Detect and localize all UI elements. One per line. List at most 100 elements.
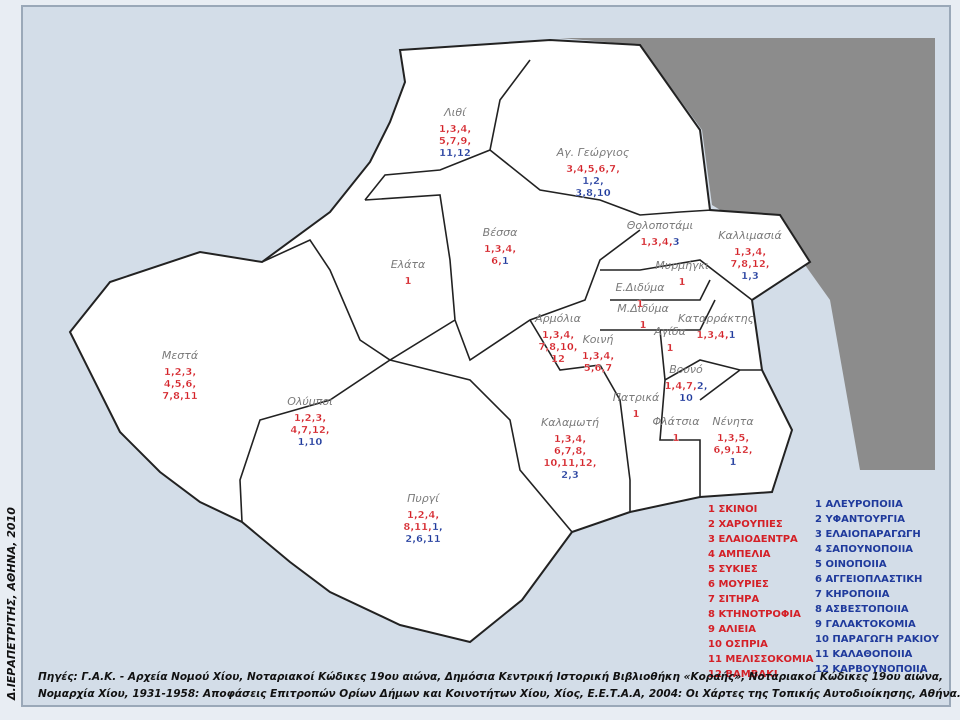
code-segment: 1 (679, 277, 686, 288)
legend-item: 11 ΚΑΛΑΘΟΠΟΙΙΑ (815, 649, 913, 660)
region-codes: 1,3,4, (734, 247, 766, 258)
code-segment: 1,10 (298, 437, 323, 448)
region-name: Ε.Διδύμα (615, 281, 665, 294)
code-segment: 1,3,5, (717, 433, 749, 444)
region-codes: 1,3,4, (542, 330, 574, 341)
region-name: Βέσσα (483, 226, 518, 239)
code-segment: 1,3,4, (554, 434, 586, 445)
borders (239, 59, 762, 533)
region-codes: 1 (633, 409, 640, 420)
region-codes: 1,3,4, (484, 244, 516, 255)
code-segment: 3,4,5,6,7, (566, 164, 620, 175)
code-segment: 1 (502, 256, 509, 267)
legend-item: 2 ΥΦΑΝΤΟΥΡΓΙΑ (815, 514, 905, 525)
code-segment: 1,3,4, (439, 124, 471, 135)
source-line: Νομαρχία Χίου, 1931-1958: Αποφάσεις Επιτ… (38, 688, 960, 700)
legend-item: 4 ΣΑΠΟΥΝΟΠΟΙΙΑ (815, 544, 913, 555)
author: Δ.ΙΕΡΑΠΕΤΡΙΤΗΣ, ΑΘΗΝΑ, 2010 (5, 507, 18, 701)
region-codes: 4,5,6, (164, 379, 196, 390)
legend-item: 1 ΑΛΕΥΡΟΠΟΙΙΑ (815, 499, 903, 510)
legend-item: 12 ΒΑΜΒΑΚΙ (708, 669, 778, 680)
code-segment: 10 (679, 393, 693, 404)
code-segment: 1 (640, 320, 647, 331)
region-name: Κοινή (583, 333, 614, 346)
legend-item: 10 ΟΣΠΡΙΑ (708, 639, 768, 650)
region-codes: 1 (640, 320, 647, 331)
region-codes: 2,6,11 (405, 534, 440, 545)
region-name: Ολύμποι (287, 395, 333, 408)
region-codes: 1,4,7,2, (664, 381, 707, 392)
region-codes: 1 (673, 433, 680, 444)
legend-item: 12 ΚΑΡΒΟΥΝΟΠΟΙΙΑ (815, 664, 928, 675)
region-codes: 1,2,3, (164, 367, 196, 378)
code-segment: 6,7,8, (554, 446, 586, 457)
legend-item: 8 ΚΤΗΝΟΤΡΟΦΙΑ (708, 609, 801, 620)
region-codes: 6,1 (491, 256, 509, 267)
code-segment: 2,6,11 (405, 534, 440, 545)
land-mainland (560, 38, 935, 470)
legend-item: 4 ΑΜΠΕΛΙΑ (708, 549, 771, 560)
code-segment: 3 (673, 237, 680, 248)
region-codes: 3,8,10 (575, 188, 610, 199)
code-segment: 5,6,7 (584, 363, 613, 374)
region-name: Πυργί (407, 492, 440, 505)
region-codes: 6,9,12, (713, 445, 752, 456)
code-segment: 8,11, (403, 522, 431, 533)
region-name: Μ.Διδύμα (617, 302, 669, 315)
region-codes: 1,2,4, (407, 510, 439, 521)
source-line: Πηγές: Γ.Α.Κ. - Αρχεία Νομού Χίου, Νοταρ… (38, 671, 943, 683)
code-segment: 7,8,12, (730, 259, 769, 270)
region-codes: 3,4,5,6,7, (566, 164, 620, 175)
region-name: Μυρμήγκι (655, 259, 709, 272)
region-codes: 5,6,7 (584, 363, 613, 374)
region-codes: 5,7,9, (439, 136, 471, 147)
region-codes: 1,3,4,1 (696, 330, 735, 341)
legend-item: 7 ΚΗΡΟΠΟΙΙΑ (815, 589, 890, 600)
code-segment: 1,2,3, (164, 367, 196, 378)
region-codes: 7,8,11 (162, 391, 197, 402)
code-segment: 4,5,6, (164, 379, 196, 390)
region-codes: 1 (730, 457, 737, 468)
code-segment: 11,12 (439, 148, 471, 159)
region-name: Λιθί (443, 106, 467, 119)
region-codes: 1 (679, 277, 686, 288)
code-segment: 1 (673, 433, 680, 444)
region-codes: 1,2, (582, 176, 604, 187)
legend-item: 9 ΑΛΙΕΙΑ (708, 624, 756, 635)
legend-item: 5 ΟΙΝΟΠΟΙΙΑ (815, 559, 887, 570)
region-name: Βουνό (669, 363, 703, 376)
region-codes: 4,7,12, (290, 425, 329, 436)
code-segment: 3,8,10 (575, 188, 610, 199)
region-codes: 1,3 (741, 271, 759, 282)
region-codes: 8,11,1, (403, 522, 442, 533)
region-name: Καλαμωτή (541, 416, 599, 429)
code-segment: 1,3,4, (696, 330, 728, 341)
region-name: Φλάτσια (653, 415, 701, 428)
legend-item: 5 ΣΥΚΙΕΣ (708, 564, 758, 575)
region-name: Νένητα (712, 415, 754, 428)
region-name: Αγίδα (653, 325, 686, 338)
code-segment: 2,3 (561, 470, 579, 481)
code-segment: 1, (432, 522, 443, 533)
code-segment: 1,3,4, (734, 247, 766, 258)
region-codes: 7,8,12, (730, 259, 769, 270)
region-name: Θολοποτάμι (627, 219, 694, 232)
code-segment: 7,8,11 (162, 391, 197, 402)
code-segment: 5,7,9, (439, 136, 471, 147)
code-segment: 1 (637, 299, 644, 310)
region-codes: 1,3,4, (554, 434, 586, 445)
code-segment: 1,3,4, (582, 351, 614, 362)
legend-item: 8 ΑΣΒΕΣΤΟΠΟΙΙΑ (815, 604, 909, 615)
code-segment: 1 (633, 409, 640, 420)
code-segment: 1 (729, 330, 736, 341)
code-segment: 1,2,4, (407, 510, 439, 521)
region-name: Αγ. Γεώργιος (556, 146, 630, 159)
region-name: Καταρράκτης (678, 312, 755, 325)
region-codes: 1 (405, 276, 412, 287)
legend-item: 11 ΜΕΛΙΣΣΟΚΟΜΙΑ (708, 654, 814, 665)
region-codes: 1 (637, 299, 644, 310)
code-segment: 2, (697, 381, 708, 392)
region-codes: 1,2,3, (294, 413, 326, 424)
